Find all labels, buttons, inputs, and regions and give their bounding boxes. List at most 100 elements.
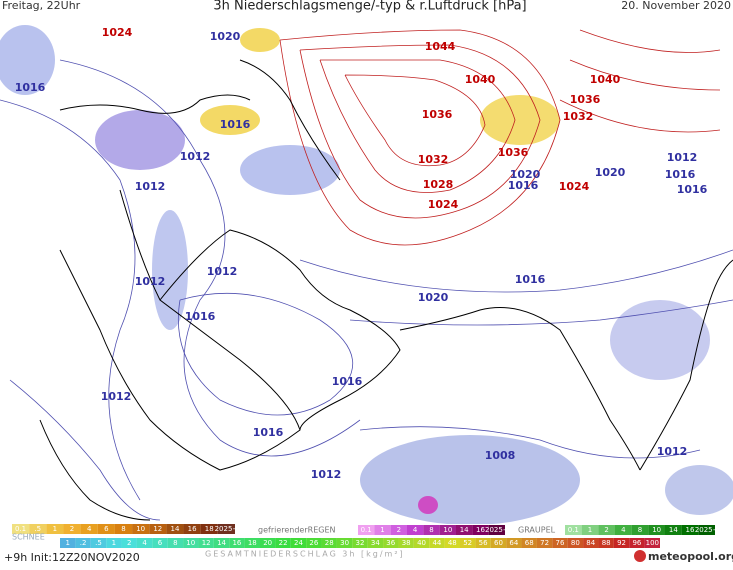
total-swatch — [136, 538, 153, 548]
isobar-label: 1036 — [498, 146, 529, 159]
graupel-label: 14 — [669, 526, 678, 534]
total-swatch — [229, 538, 245, 548]
snow-swatch — [183, 524, 201, 534]
total-swatch — [167, 538, 184, 548]
snow-label: 12 — [153, 525, 162, 533]
snow-swatch — [166, 524, 184, 534]
total-swatch — [198, 538, 214, 548]
rain-label: 0.1 — [361, 526, 372, 534]
rain-swatch — [407, 525, 424, 535]
total-label: 100 — [646, 539, 659, 547]
snow-swatch — [97, 524, 115, 534]
total-swatch — [106, 538, 122, 548]
snow-swatch — [149, 524, 167, 534]
graupel-title: GRAUPEL — [518, 526, 556, 535]
snow-title: SCHNEE — [12, 533, 45, 542]
isobar-label: 1012 — [657, 445, 688, 458]
total-label: 36 — [386, 539, 395, 547]
snow-label: .5 — [34, 525, 41, 533]
snow-label: 10 — [136, 525, 145, 533]
header-title: 3h Niederschlagsmenge/-typ & r.Luftdruck… — [213, 0, 526, 14]
total-label: 68 — [525, 539, 534, 547]
isobar-label: 1032 — [418, 153, 449, 166]
total-swatch — [367, 538, 384, 548]
snow-label: 0.1 — [15, 525, 26, 533]
total-label: 20 — [263, 539, 272, 547]
total-swatch — [475, 538, 491, 548]
header-bar — [0, 0, 733, 13]
total-swatch — [644, 538, 660, 548]
rain-swatch — [439, 525, 456, 535]
brand: meteopool.org — [648, 550, 733, 563]
total-swatch — [60, 538, 76, 548]
graupel-swatch — [615, 525, 632, 535]
snow-label: 2 — [70, 525, 74, 533]
graupel-swatch — [681, 525, 699, 535]
total-swatch — [183, 538, 199, 548]
snow-label: 2025+ — [215, 525, 239, 533]
total-label: 72 — [540, 539, 549, 547]
isobar-label: 1012 — [101, 390, 132, 403]
rain-swatch — [358, 525, 375, 535]
total-label: 2 — [127, 539, 131, 547]
rain-swatch — [390, 525, 407, 535]
isobar-label: 1020 — [418, 291, 449, 304]
rain-label: 8 — [429, 526, 433, 534]
rain-label: 10 — [443, 526, 452, 534]
low-pressure-isobars — [0, 59, 733, 521]
snow-swatch — [217, 524, 235, 534]
rain-swatch — [374, 525, 391, 535]
total-swatch — [213, 538, 230, 548]
total-swatch — [506, 538, 522, 548]
snow-label: 6 — [104, 525, 109, 533]
snow-label: 1 — [53, 525, 57, 533]
graupel-label: 16 — [686, 526, 695, 534]
isobar-label: 1020 — [595, 166, 626, 179]
total-swatch — [275, 538, 291, 548]
total-label: 1 — [112, 539, 116, 547]
isobar-label: 1016 — [332, 375, 363, 388]
snow-label: 4 — [87, 525, 92, 533]
total-swatch — [429, 538, 445, 548]
brand-logo — [634, 550, 646, 562]
graupel-swatch — [631, 525, 649, 535]
total-label: 44 — [432, 539, 441, 547]
isobar-label: 1040 — [590, 73, 621, 86]
snow-swatch — [132, 524, 150, 534]
total-label: 56 — [479, 539, 488, 547]
total-label: 18 — [248, 539, 257, 547]
snow-swatch — [200, 524, 218, 534]
graupel-swatch — [665, 525, 682, 535]
graupel-swatch — [598, 525, 615, 535]
total-swatch — [321, 538, 337, 548]
graupel-label: 10 — [652, 526, 661, 534]
total-swatch — [75, 538, 91, 548]
total-label: 76 — [556, 539, 565, 547]
total-swatch — [567, 538, 584, 548]
total-label: 16 — [232, 539, 241, 547]
total-title: GESAMTNIEDERSCHLAG 3h [kg/m²] — [205, 550, 405, 559]
total-swatch — [490, 538, 507, 548]
total-swatch — [336, 538, 353, 548]
snow-label: 8 — [121, 525, 125, 533]
total-swatch — [290, 538, 307, 548]
snow-label: 16 — [188, 525, 197, 533]
total-label: 6 — [158, 539, 163, 547]
total-label: 12 — [202, 539, 211, 547]
total-label: 84 — [586, 539, 595, 547]
total-label: 8 — [173, 539, 177, 547]
isobar-label: 1012 — [135, 180, 166, 193]
total-swatch — [460, 538, 476, 548]
isobar-label: 1024 — [428, 198, 459, 211]
rain-swatch — [423, 525, 440, 535]
total-label: 26 — [309, 539, 318, 547]
graupel-label: 1 — [588, 526, 592, 534]
total-label: 22 — [279, 539, 288, 547]
total-swatch — [521, 538, 537, 548]
total-label: 52 — [463, 539, 472, 547]
isobar-label: 1036 — [422, 108, 453, 121]
isobar-label: 1012 — [135, 275, 166, 288]
snow-swatch — [29, 524, 47, 534]
graupel-swatch — [698, 525, 715, 535]
